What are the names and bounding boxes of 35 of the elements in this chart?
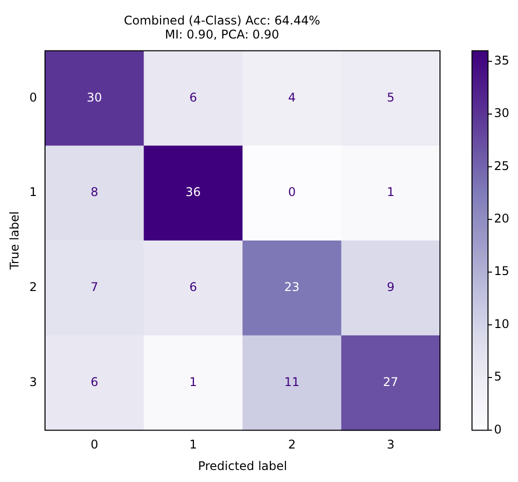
color-bar-label: 15: [494, 264, 510, 278]
data-label: 0: [288, 185, 296, 200]
color-bar-label: 0: [494, 422, 502, 436]
data-label: 36: [186, 185, 201, 200]
color-bar-label: 30: [494, 106, 510, 120]
data-label: 5: [386, 90, 394, 104]
y-tick-label: 3: [29, 374, 38, 389]
data-label: 8: [90, 185, 98, 200]
y-axis-title: True label: [7, 211, 22, 271]
data-label: 23: [284, 280, 300, 294]
color-bar-label: 20: [494, 212, 510, 226]
color-bar-label: 35: [494, 53, 510, 68]
x-axis-title: Predicted label: [198, 458, 288, 473]
data-label: 1: [386, 185, 394, 200]
data-label: 7: [90, 280, 98, 294]
x-tick-label: 1: [189, 438, 197, 452]
data-label: 27: [382, 374, 398, 389]
color-bar-label: 25: [494, 158, 510, 173]
data-label: 4: [288, 90, 296, 104]
color-bar-label: 10: [494, 316, 510, 331]
data-label: 9: [386, 280, 394, 294]
y-tick-label: 2: [29, 280, 38, 294]
data-label: 1: [189, 374, 197, 389]
data-label: 6: [189, 90, 197, 104]
color-bar-label: 5: [494, 370, 502, 384]
y-tick-label: 0: [29, 90, 38, 104]
y-tick-label: 1: [29, 185, 38, 200]
x-tick-label: 0: [90, 438, 98, 452]
data-label: 6: [90, 374, 98, 389]
x-tick-label: 2: [288, 438, 296, 452]
data-label: 30: [86, 90, 102, 104]
chart-title: Combined (4-Class) Acc: 64.44% MI: 0.90, PCA: 0.90: [124, 13, 320, 42]
data-label: 6: [189, 280, 197, 294]
data-label: 11: [284, 374, 300, 389]
x-tick-label: 3: [386, 438, 394, 452]
